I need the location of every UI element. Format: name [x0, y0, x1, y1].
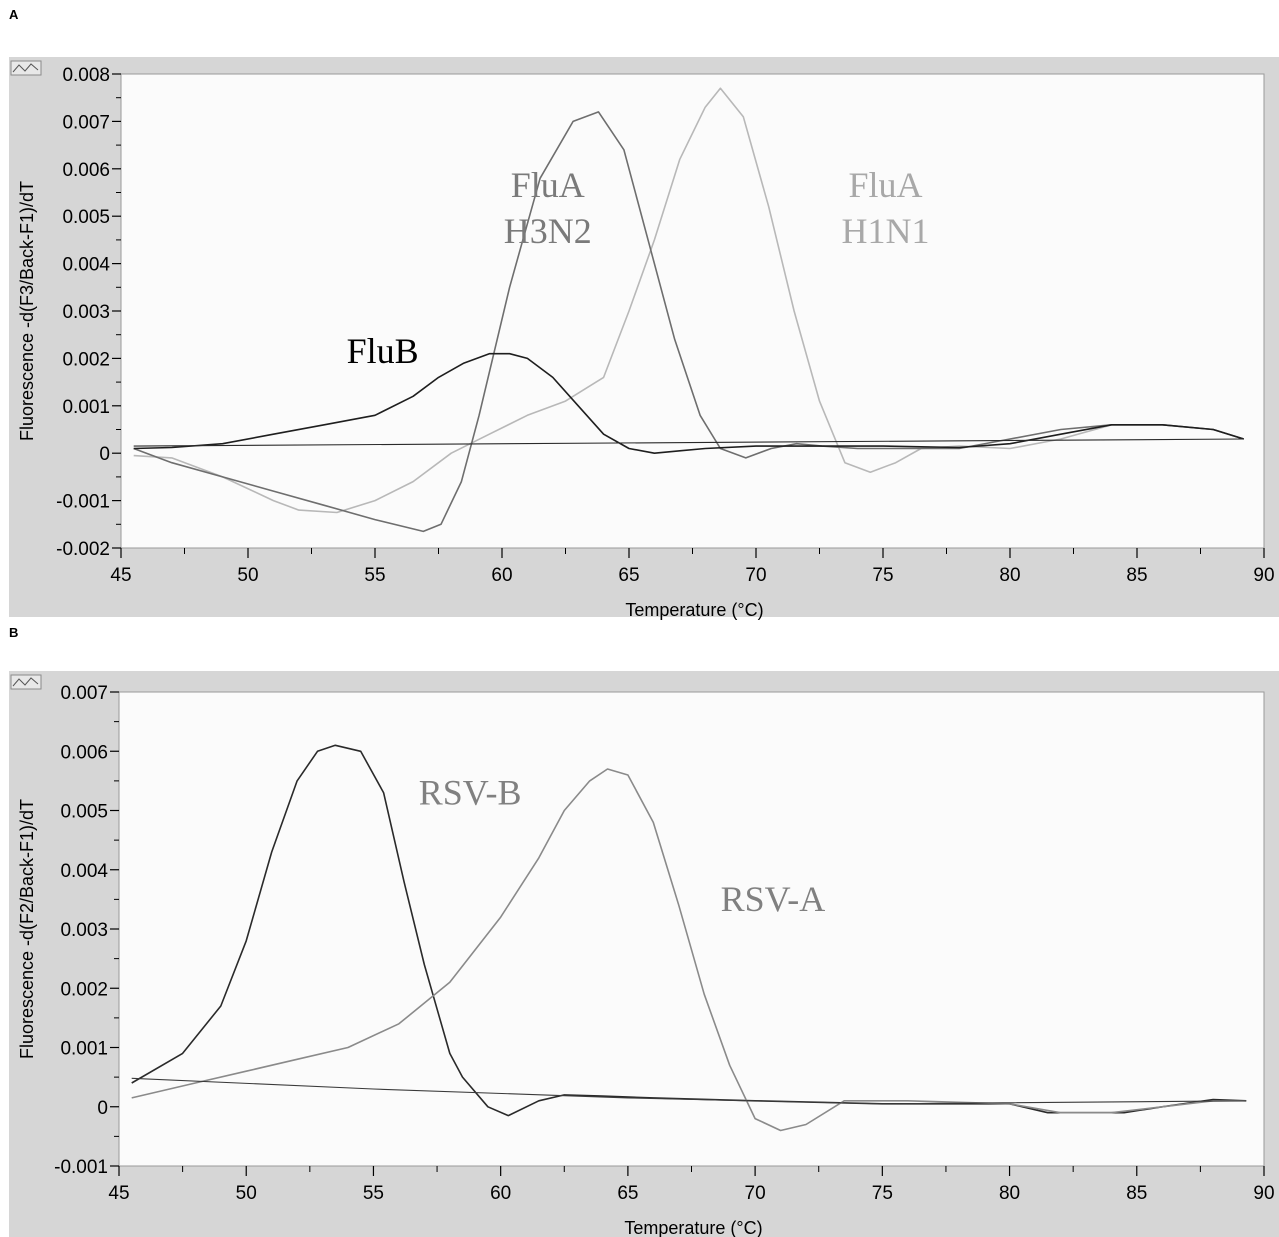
annotation-text: RSV-A — [721, 879, 826, 919]
y-tick-label: 0.005 — [60, 802, 108, 823]
chart-a: -0.002 -0.001 0 0.001 0.002 0.003 0.004 0.005 0.… — [9, 57, 1279, 620]
y-tick-label: 0.005 — [62, 207, 110, 228]
chart-a-window-icon — [10, 60, 42, 76]
y-tick-label: 0.007 — [60, 683, 108, 704]
x-tick-label: 80 — [999, 565, 1020, 586]
y-tick-label: 0.001 — [62, 397, 110, 418]
x-tick-label: 65 — [618, 565, 639, 586]
chart-b-plot-area — [118, 691, 1265, 1167]
x-tick-label: 55 — [363, 1183, 384, 1204]
x-tick-label: 85 — [1126, 565, 1147, 586]
x-tick-label: 55 — [364, 565, 385, 586]
series-line-flua-h1n1 — [133, 87, 1244, 514]
annotation-text: FluA — [511, 165, 585, 205]
panel-label-b: B — [9, 625, 19, 640]
y-tick-label: 0.002 — [62, 349, 110, 370]
x-tick-label: 50 — [236, 1183, 257, 1204]
x-tick-label: 45 — [108, 1183, 129, 1204]
x-tick-label: 50 — [237, 565, 258, 586]
y-tick-label: -0.002 — [56, 539, 110, 560]
x-tick-label: 75 — [872, 1183, 893, 1204]
x-tick-label: 70 — [745, 565, 766, 586]
annotation-label: RSV-B — [419, 773, 522, 813]
x-tick-label: 75 — [872, 565, 893, 586]
chart-a-x-axis-title: Temperature (°C) — [625, 600, 763, 620]
x-tick-label: 65 — [617, 1183, 638, 1204]
y-tick-label: 0.006 — [62, 160, 110, 181]
annotation-text: RSV-B — [419, 773, 522, 813]
y-tick-label: 0.003 — [62, 302, 110, 323]
chart-b-y-axis-title: Fluorescence -d(F2/Back-F1)/dT — [17, 799, 37, 1059]
panel-label-a: A — [9, 7, 19, 22]
x-tick-label: 80 — [999, 1183, 1020, 1204]
y-tick-label: 0.006 — [60, 742, 108, 763]
chart-a-y-axis-title: Fluorescence -d(F3/Back-F1)/dT — [17, 181, 37, 441]
annotation-label: RSV-A — [721, 879, 826, 919]
x-tick-label: 90 — [1253, 565, 1274, 586]
chart-a-plot-area — [120, 73, 1265, 549]
y-tick-label: 0.007 — [62, 112, 110, 133]
y-tick-label: -0.001 — [54, 1157, 108, 1178]
annotation-label: FluB — [347, 331, 419, 371]
x-tick-label: 45 — [110, 565, 131, 586]
x-tick-label: 60 — [491, 565, 512, 586]
chart-b-x-axis-title: Temperature (°C) — [624, 1218, 762, 1237]
annotation-text: H1N1 — [842, 211, 930, 251]
y-tick-label: 0 — [97, 1098, 108, 1119]
y-tick-label: 0.004 — [60, 861, 108, 882]
x-tick-label: 60 — [490, 1183, 511, 1204]
y-tick-label: 0.002 — [60, 979, 108, 1000]
y-tick-label: 0.003 — [60, 920, 108, 941]
x-tick-label: 70 — [745, 1183, 766, 1204]
x-tick-label: 90 — [1253, 1183, 1274, 1204]
annotation-label: FluA H1N1 — [842, 165, 930, 251]
y-tick-label: 0.001 — [60, 1039, 108, 1060]
annotation-text: H3N2 — [504, 211, 592, 251]
y-tick-label: -0.001 — [56, 492, 110, 513]
chart-b-window-icon — [10, 674, 42, 690]
y-tick-label: 0 — [99, 444, 110, 465]
annotation-label: FluA H3N2 — [504, 165, 592, 251]
series-line-rsv-a — [131, 768, 1247, 1132]
baseline-line — [133, 438, 1244, 447]
y-tick-label: 0.008 — [62, 65, 110, 86]
baseline-line — [131, 1077, 1247, 1105]
annotation-text: FluB — [347, 331, 419, 371]
annotation-text: FluA — [849, 165, 923, 205]
y-tick-label: 0.004 — [62, 255, 110, 276]
x-tick-label: 85 — [1126, 1183, 1147, 1204]
